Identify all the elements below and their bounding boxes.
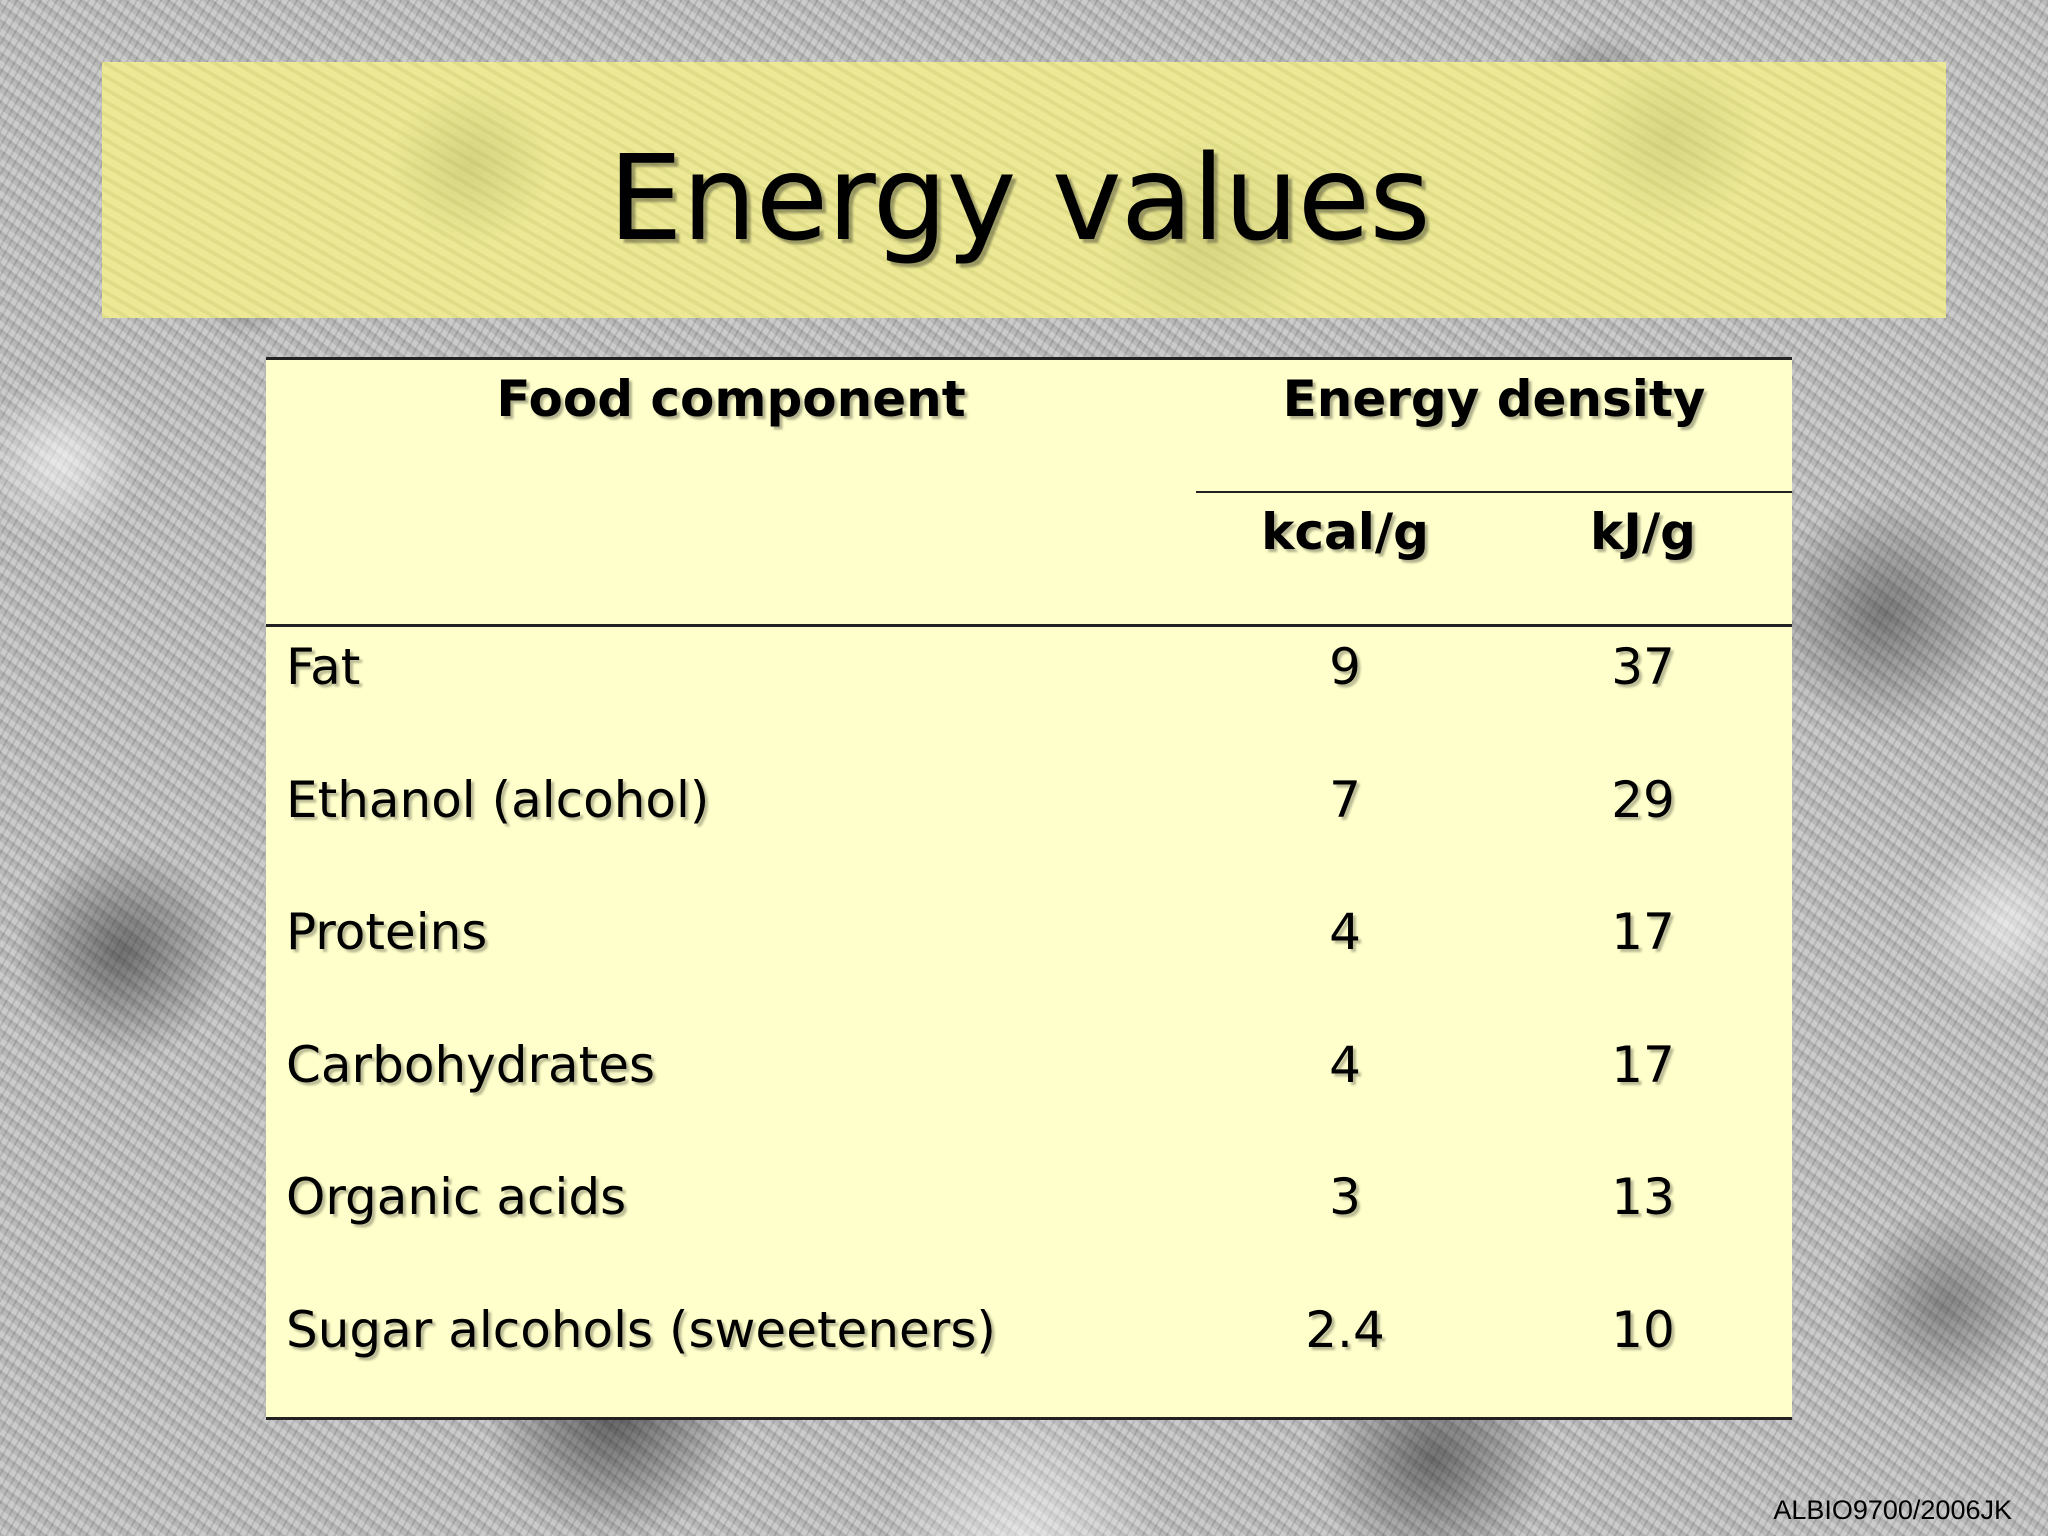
table-row: Fat 9 37 xyxy=(266,628,1792,761)
table-row: Proteins 4 17 xyxy=(266,893,1792,1026)
kcal-value: 4 xyxy=(1329,903,1361,961)
kj-value: 29 xyxy=(1611,770,1675,829)
header-kcal-per-gram: kcal/g xyxy=(1261,503,1429,561)
table-row: Sugar alcohols (sweeteners) 2.4 10 xyxy=(266,1291,1792,1424)
header-kj-per-gram: kJ/g xyxy=(1590,503,1696,561)
kj-value: 37 xyxy=(1611,638,1675,696)
food-name: Ethanol (alcohol) xyxy=(286,770,710,829)
kj-value: 17 xyxy=(1611,903,1675,961)
kcal-value: 7 xyxy=(1329,770,1361,829)
kj-value: 17 xyxy=(1611,1035,1675,1094)
table-row: Carbohydrates 4 17 xyxy=(266,1026,1792,1159)
kj-value: 10 xyxy=(1611,1300,1675,1359)
title-band: Energy values xyxy=(102,62,1946,318)
kcal-value: 2.4 xyxy=(1305,1300,1385,1359)
kcal-value: 9 xyxy=(1329,638,1361,696)
header-rule xyxy=(266,624,1792,627)
slide-title: Energy values xyxy=(608,129,1430,267)
footer-credit: ALBIO9700/2006JK xyxy=(1773,1495,2012,1525)
kcal-value: 4 xyxy=(1329,1035,1361,1094)
food-name: Organic acids xyxy=(286,1168,627,1226)
food-name: Carbohydrates xyxy=(286,1035,656,1094)
header-energy-density: Energy density xyxy=(1282,370,1706,428)
food-name: Fat xyxy=(286,638,361,696)
subheader-rule xyxy=(1196,491,1792,493)
table-body: Fat 9 37 Ethanol (alcohol) 7 29 Proteins… xyxy=(266,628,1792,1423)
energy-table: Food component Energy density kcal/g kJ/… xyxy=(266,357,1792,1420)
kj-value: 13 xyxy=(1611,1168,1675,1226)
header-food-component: Food component xyxy=(496,370,966,428)
food-name: Sugar alcohols (sweeteners) xyxy=(286,1300,996,1359)
table-row: Organic acids 3 13 xyxy=(266,1158,1792,1291)
kcal-value: 3 xyxy=(1329,1168,1361,1226)
table-row: Ethanol (alcohol) 7 29 xyxy=(266,761,1792,894)
food-name: Proteins xyxy=(286,903,488,961)
